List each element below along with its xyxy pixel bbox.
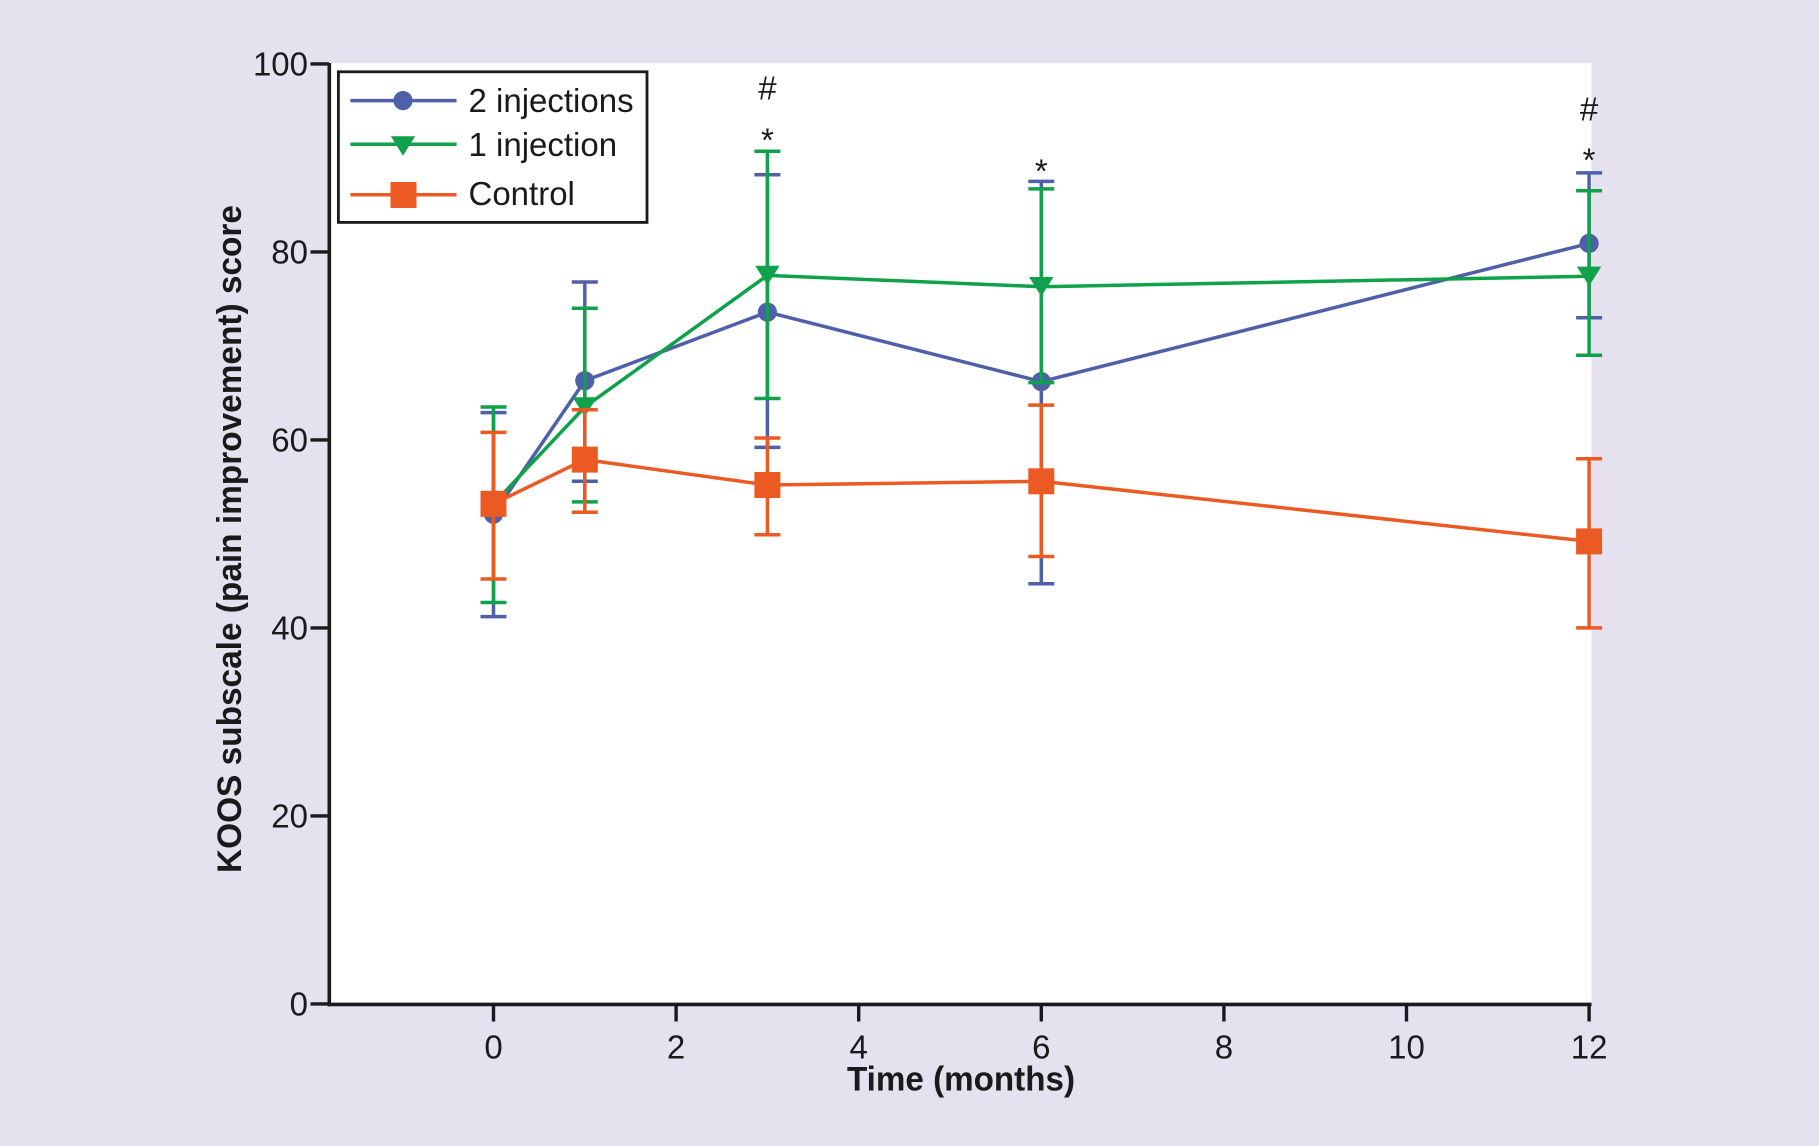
svg-text:#: #	[758, 69, 777, 106]
svg-text:20: 20	[271, 797, 308, 834]
svg-text:12: 12	[1571, 1028, 1608, 1065]
svg-text:80: 80	[271, 233, 308, 270]
svg-text:40: 40	[271, 609, 308, 646]
svg-text:0: 0	[290, 985, 308, 1022]
svg-text:0: 0	[484, 1028, 502, 1065]
svg-text:6: 6	[1032, 1028, 1050, 1065]
svg-text:*: *	[1583, 141, 1596, 178]
svg-text:8: 8	[1215, 1028, 1233, 1065]
svg-text:60: 60	[271, 421, 308, 458]
svg-text:*: *	[761, 122, 774, 159]
svg-text:#: #	[1580, 91, 1599, 128]
svg-text:10: 10	[1388, 1028, 1425, 1065]
svg-text:1 injection: 1 injection	[469, 126, 618, 163]
svg-text:4: 4	[850, 1028, 868, 1065]
svg-text:100: 100	[253, 45, 308, 82]
svg-text:2 injections: 2 injections	[469, 82, 634, 119]
svg-text:Control: Control	[469, 175, 575, 212]
svg-text:Time (months): Time (months)	[847, 1061, 1075, 1099]
svg-text:KOOS subscale (pain improvemen: KOOS subscale (pain improvement) score	[211, 205, 249, 873]
svg-text:2: 2	[667, 1028, 685, 1065]
